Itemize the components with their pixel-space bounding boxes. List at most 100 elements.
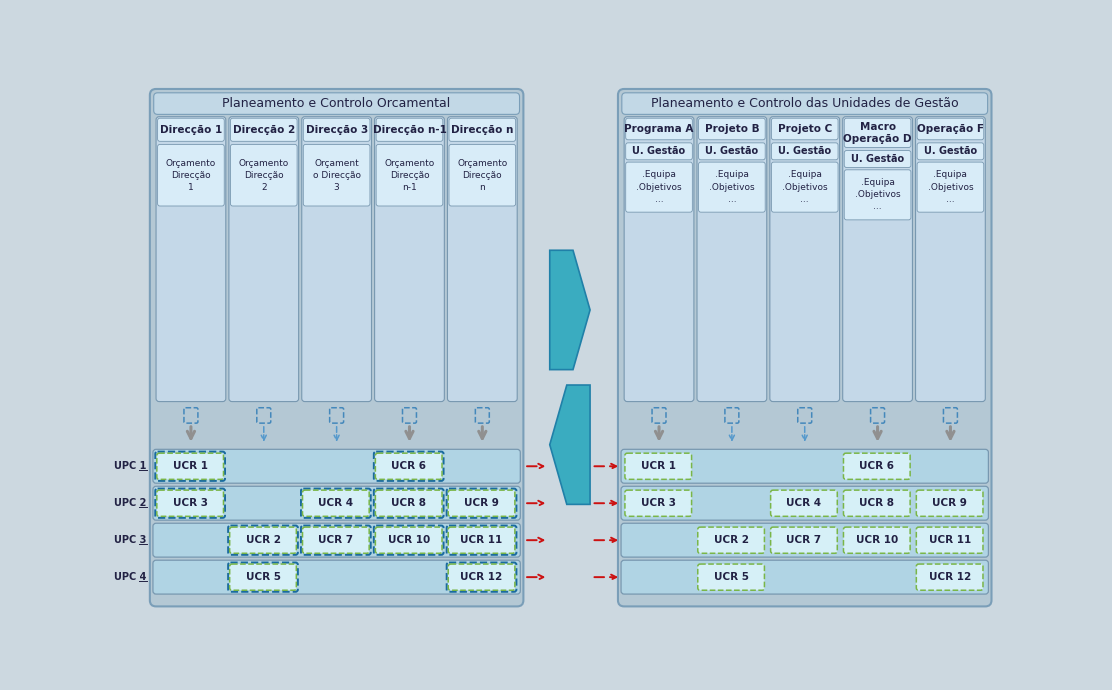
Text: .Equipa
.Objetivos
...: .Equipa .Objetivos ... (636, 170, 682, 204)
Text: UCR 12: UCR 12 (460, 572, 503, 582)
FancyBboxPatch shape (229, 117, 299, 402)
Text: Planeamento e Controlo das Unidades de Gestão: Planeamento e Controlo das Unidades de G… (651, 97, 959, 110)
FancyBboxPatch shape (626, 162, 693, 212)
FancyBboxPatch shape (158, 118, 225, 141)
Text: Operação F: Operação F (917, 124, 984, 134)
FancyBboxPatch shape (157, 453, 224, 480)
Text: UCR 4: UCR 4 (318, 498, 354, 509)
FancyBboxPatch shape (153, 560, 520, 594)
FancyBboxPatch shape (625, 453, 692, 480)
Text: UCR 7: UCR 7 (318, 535, 354, 545)
Text: UCR 10: UCR 10 (388, 535, 430, 545)
Text: Direcção n: Direcção n (451, 125, 514, 135)
Text: U. Gestão: U. Gestão (924, 146, 977, 157)
Text: UCR 2: UCR 2 (714, 535, 748, 545)
FancyBboxPatch shape (698, 118, 765, 140)
FancyBboxPatch shape (697, 117, 767, 402)
FancyBboxPatch shape (153, 523, 520, 557)
Text: Direcção 1: Direcção 1 (160, 125, 222, 135)
Text: UCR 7: UCR 7 (786, 535, 822, 545)
Text: .Equipa
.Objetivos
...: .Equipa .Objetivos ... (709, 170, 755, 204)
FancyBboxPatch shape (302, 490, 369, 516)
Text: UCR 6: UCR 6 (860, 461, 894, 471)
FancyBboxPatch shape (916, 490, 983, 516)
FancyBboxPatch shape (230, 144, 297, 206)
Text: UCR 8: UCR 8 (860, 498, 894, 509)
Text: UPC 3: UPC 3 (115, 535, 147, 545)
Text: UCR 11: UCR 11 (460, 535, 503, 545)
Polygon shape (549, 250, 590, 370)
Text: UCR 5: UCR 5 (714, 572, 748, 582)
FancyBboxPatch shape (916, 527, 983, 553)
Text: Macro
Operação D: Macro Operação D (843, 122, 912, 144)
FancyBboxPatch shape (376, 453, 443, 480)
Text: Direcção 3: Direcção 3 (306, 125, 368, 135)
Text: .Equipa
.Objetivos
...: .Equipa .Objetivos ... (855, 178, 901, 211)
FancyBboxPatch shape (698, 143, 765, 160)
FancyBboxPatch shape (620, 486, 989, 520)
FancyBboxPatch shape (697, 564, 764, 590)
Text: U. Gestão: U. Gestão (778, 146, 832, 157)
FancyBboxPatch shape (844, 118, 911, 148)
Text: .Equipa
.Objetivos
...: .Equipa .Objetivos ... (782, 170, 827, 204)
Text: UCR 11: UCR 11 (929, 535, 971, 545)
FancyBboxPatch shape (447, 117, 517, 402)
Text: U. Gestão: U. Gestão (705, 146, 758, 157)
FancyBboxPatch shape (844, 490, 910, 516)
FancyBboxPatch shape (770, 117, 840, 402)
Text: Projeto C: Projeto C (777, 124, 832, 134)
FancyBboxPatch shape (844, 453, 910, 480)
FancyBboxPatch shape (301, 117, 371, 402)
Text: UPC 1: UPC 1 (115, 461, 147, 471)
FancyBboxPatch shape (917, 118, 984, 140)
Polygon shape (549, 385, 590, 504)
Text: UPC 2: UPC 2 (115, 498, 147, 509)
Text: UCR 1: UCR 1 (172, 461, 208, 471)
FancyBboxPatch shape (844, 150, 911, 168)
Text: UPC 4: UPC 4 (115, 572, 147, 582)
FancyBboxPatch shape (153, 449, 520, 483)
FancyBboxPatch shape (772, 143, 838, 160)
FancyBboxPatch shape (697, 527, 764, 553)
Text: Orçament
o Direcção
3: Orçament o Direcção 3 (312, 159, 360, 192)
FancyBboxPatch shape (915, 117, 985, 402)
FancyBboxPatch shape (620, 523, 989, 557)
FancyBboxPatch shape (771, 527, 837, 553)
FancyBboxPatch shape (622, 93, 987, 115)
FancyBboxPatch shape (304, 118, 370, 141)
FancyBboxPatch shape (448, 564, 515, 590)
Text: UCR 12: UCR 12 (929, 572, 971, 582)
Text: Direcção n-1: Direcção n-1 (373, 125, 446, 135)
FancyBboxPatch shape (844, 527, 910, 553)
FancyBboxPatch shape (156, 117, 226, 402)
FancyBboxPatch shape (150, 89, 524, 607)
Text: Orçamento
Direcção
n-1: Orçamento Direcção n-1 (385, 159, 435, 192)
FancyBboxPatch shape (230, 527, 296, 553)
FancyBboxPatch shape (917, 143, 984, 160)
FancyBboxPatch shape (157, 490, 224, 516)
FancyBboxPatch shape (618, 89, 992, 607)
Text: UCR 10: UCR 10 (855, 535, 897, 545)
FancyBboxPatch shape (375, 117, 445, 402)
FancyBboxPatch shape (698, 162, 765, 212)
Text: Orçamento
Direcção
2: Orçamento Direcção 2 (239, 159, 289, 192)
Text: UCR 5: UCR 5 (246, 572, 280, 582)
Text: U. Gestão: U. Gestão (633, 146, 686, 157)
FancyBboxPatch shape (376, 144, 443, 206)
Text: UCR 9: UCR 9 (464, 498, 499, 509)
FancyBboxPatch shape (304, 144, 370, 206)
FancyBboxPatch shape (153, 486, 520, 520)
Text: Planeamento e Controlo Orcamental: Planeamento e Controlo Orcamental (222, 97, 450, 110)
Text: UCR 9: UCR 9 (932, 498, 967, 509)
FancyBboxPatch shape (158, 144, 225, 206)
FancyBboxPatch shape (153, 93, 519, 115)
FancyBboxPatch shape (917, 162, 984, 212)
Text: UCR 3: UCR 3 (172, 498, 208, 509)
FancyBboxPatch shape (916, 564, 983, 590)
FancyBboxPatch shape (449, 144, 516, 206)
FancyBboxPatch shape (376, 118, 443, 141)
FancyBboxPatch shape (620, 449, 989, 483)
Text: UCR 6: UCR 6 (391, 461, 426, 471)
FancyBboxPatch shape (772, 118, 838, 140)
Text: UCR 3: UCR 3 (641, 498, 676, 509)
